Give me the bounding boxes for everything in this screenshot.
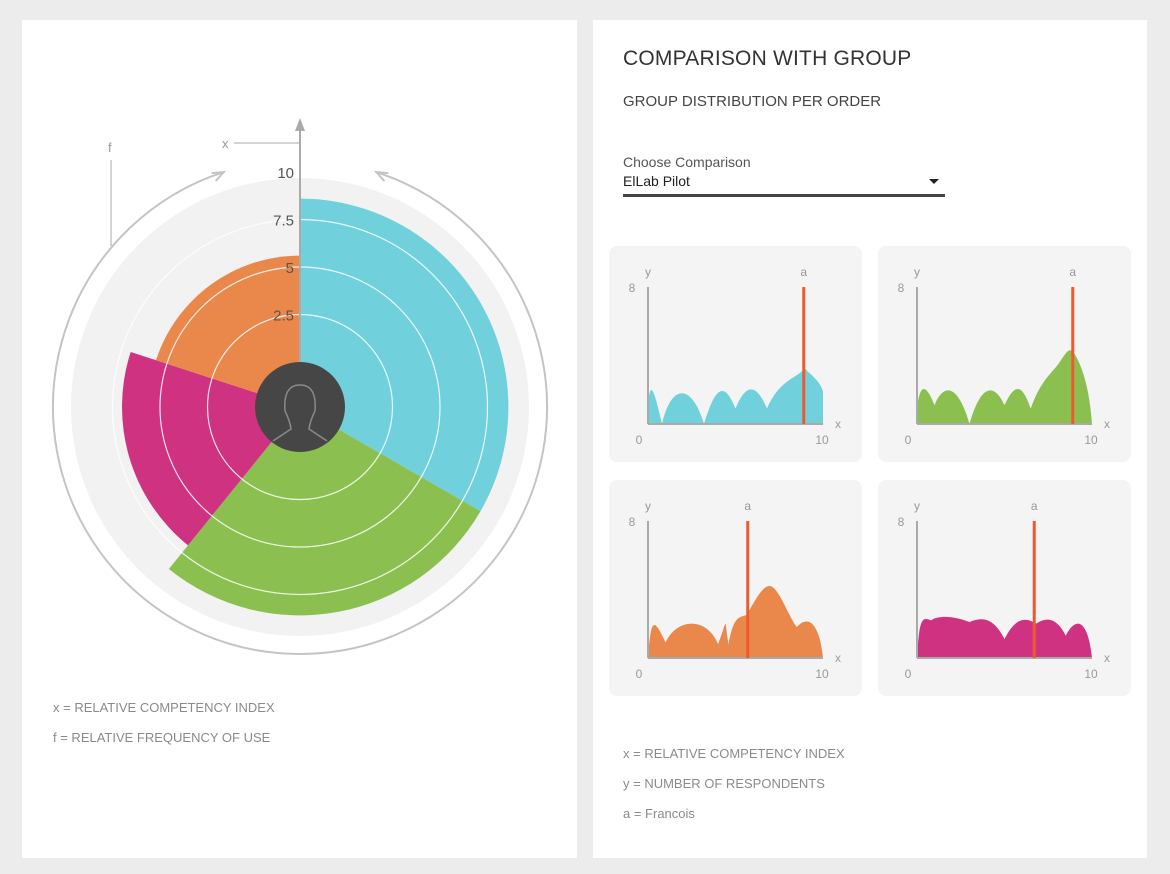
- x-axis-label: x: [1104, 651, 1110, 665]
- arrow-right-icon: [373, 170, 389, 182]
- density-area: [917, 616, 1092, 658]
- y-axis-label: y: [645, 499, 651, 513]
- legend-y: y = NUMBER OF RESPONDENTS: [623, 776, 825, 791]
- x-tick-label: 0: [636, 433, 643, 447]
- x-axis-label: x: [835, 417, 841, 431]
- distribution-card-2: a y 8 x 0 10: [878, 246, 1131, 462]
- comparison-value: ElLab Pilot: [623, 173, 690, 189]
- y-tick-label: 8: [898, 515, 905, 529]
- x-axis-label: x: [1104, 417, 1110, 431]
- legend-f: f = RELATIVE FREQUENCY OF USE: [53, 730, 271, 745]
- legend-a: a = Francois: [623, 806, 695, 821]
- x-tick-label: 0: [905, 433, 912, 447]
- chevron-down-icon: [929, 179, 939, 184]
- legend-x: x = RELATIVE COMPETENCY INDEX: [623, 746, 845, 761]
- comparison-label: Choose Comparison: [623, 154, 751, 170]
- y-axis-label: y: [914, 265, 920, 279]
- r-tick-label: 2.5: [273, 308, 294, 325]
- user-silhouette-icon: [272, 384, 328, 442]
- right-panel: COMPARISON WITH GROUP GROUP DISTRIBUTION…: [593, 20, 1147, 858]
- x-tick-label: 10: [1084, 433, 1098, 447]
- x-axis-label: x: [835, 651, 841, 665]
- y-tick-label: 8: [629, 515, 636, 529]
- marker-label: a: [744, 499, 751, 513]
- distribution-card-4: a y 8 x 0 10: [878, 480, 1131, 696]
- r-tick-label: 10: [277, 165, 294, 182]
- avatar-hub: [255, 362, 345, 452]
- page-subtitle: GROUP DISTRIBUTION PER ORDER: [623, 93, 882, 110]
- marker-label: a: [1031, 499, 1038, 513]
- left-panel: x f 2.5 5 7.5 10 x = RELATIVE COMPETENCY INDE…: [22, 20, 577, 858]
- frequency-arc: [52, 171, 548, 655]
- r-tick-label: 7.5: [273, 213, 294, 230]
- legend-x: x = RELATIVE COMPETENCY INDEX: [53, 700, 275, 715]
- x-tick-label: 10: [815, 433, 829, 447]
- density-area: [917, 350, 1092, 424]
- angular-axis-label: f: [108, 140, 112, 155]
- y-tick-label: 8: [629, 281, 636, 295]
- x-tick-label: 0: [905, 667, 912, 681]
- marker-label: a: [800, 265, 807, 279]
- axis-arrow-icon: [295, 118, 305, 131]
- comparison-select[interactable]: ElLab Pilot: [623, 173, 945, 197]
- polar-chart: x f 2.5 5 7.5 10: [52, 118, 548, 655]
- page-title: COMPARISON WITH GROUP: [623, 47, 912, 70]
- r-tick-label: 5: [286, 260, 294, 277]
- x-tick-label: 10: [1084, 667, 1098, 681]
- density-area: [648, 585, 823, 658]
- polar-segment-4: [156, 255, 300, 407]
- y-axis-label: y: [914, 499, 920, 513]
- y-axis-label: y: [645, 265, 651, 279]
- y-tick-label: 8: [898, 281, 905, 295]
- x-tick-label: 0: [636, 667, 643, 681]
- x-tick-label: 10: [815, 667, 829, 681]
- arrow-left-icon: [211, 170, 227, 182]
- radial-axis-label: x: [222, 136, 229, 151]
- density-area: [648, 369, 823, 424]
- distribution-card-1: a y 8 x 0 10: [609, 246, 862, 462]
- marker-label: a: [1069, 265, 1076, 279]
- distribution-card-3: a y 8 x 0 10: [609, 480, 862, 696]
